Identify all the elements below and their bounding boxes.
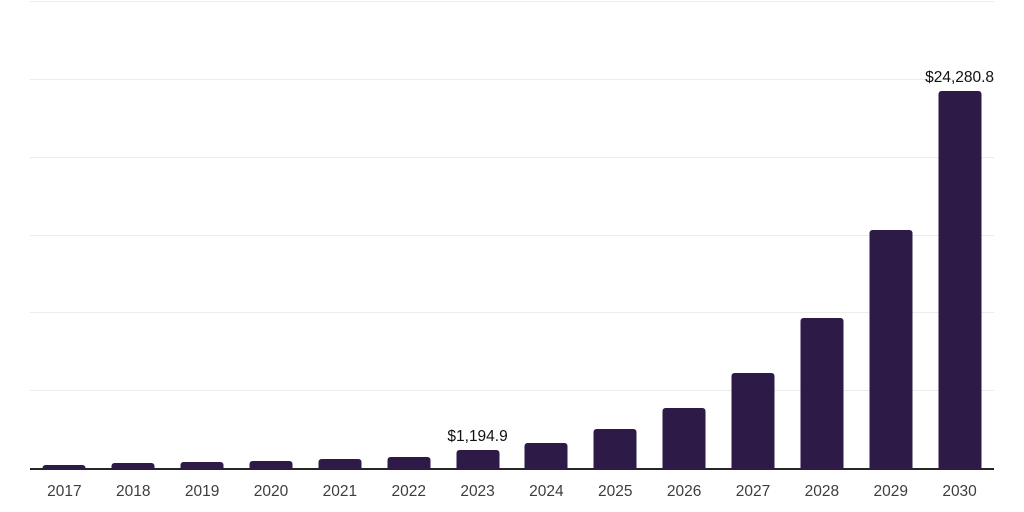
bar-slot-2022	[374, 2, 443, 469]
x-tick-label-2020: 2020	[253, 483, 289, 500]
bar-slot-2025	[581, 2, 650, 469]
x-tick-label-2021: 2021	[322, 483, 358, 500]
bar-2021	[318, 458, 362, 469]
x-tick-label-2029: 2029	[873, 483, 908, 500]
bar-slot-2017	[30, 2, 99, 469]
bar-2028	[800, 318, 844, 469]
x-axis-line	[30, 468, 994, 470]
bar-2020	[249, 460, 293, 469]
gridline	[30, 234, 994, 236]
bar-value-label-2030: $24,280.8	[925, 68, 995, 86]
x-tick-label-2026: 2026	[666, 483, 702, 500]
gridline	[30, 78, 994, 80]
x-tick-label-2030: 2030	[942, 483, 977, 500]
x-tick-label-2018: 2018	[116, 483, 151, 500]
x-tick-label-2028: 2028	[804, 483, 840, 500]
bar-slot-2029	[856, 2, 925, 469]
bar-2024	[524, 442, 568, 469]
x-tick-label-2025: 2025	[598, 483, 633, 500]
x-tick-label-2023: 2023	[460, 483, 495, 500]
gridline	[30, 390, 994, 392]
bar-2022	[387, 457, 431, 469]
x-tick-label-2024: 2024	[529, 483, 564, 500]
bar-2025	[593, 428, 637, 469]
bar-slot-2023: $1,194.9	[443, 2, 512, 469]
bar-slot-2030: $24,280.8	[925, 2, 994, 469]
bar-slot-2019	[168, 2, 237, 469]
x-tick-label-2022: 2022	[391, 483, 426, 500]
bar-2026	[662, 408, 706, 469]
plot-area: $1,194.9 $24,280.8	[30, 1, 994, 470]
bar-2018	[111, 463, 155, 469]
x-axis-labels: 2017 2018 2019 2020 2021 2022 2023 2024 2025 2026…	[30, 483, 994, 503]
gridline	[30, 312, 994, 314]
bar-2027	[731, 373, 775, 469]
gridline	[30, 156, 994, 158]
gridline	[30, 1, 994, 2]
bar-slot-2028	[787, 2, 856, 469]
bar-2029	[869, 229, 913, 469]
bar-2030	[938, 91, 982, 469]
x-tick-label-2027: 2027	[735, 483, 771, 500]
bar-slot-2018	[99, 2, 168, 469]
bar-2019	[180, 462, 224, 469]
bar-slot-2024	[512, 2, 581, 469]
bar-slot-2021	[305, 2, 374, 469]
x-tick-label-2017: 2017	[47, 483, 82, 500]
bar-2017	[42, 464, 86, 469]
bar-2023	[456, 450, 500, 469]
bar-slot-2026	[650, 2, 719, 469]
bar-slot-2020	[237, 2, 306, 469]
bar-value-label-2023: $1,194.9	[447, 427, 508, 445]
x-tick-label-2019: 2019	[184, 483, 220, 500]
bar-slot-2027	[719, 2, 788, 469]
